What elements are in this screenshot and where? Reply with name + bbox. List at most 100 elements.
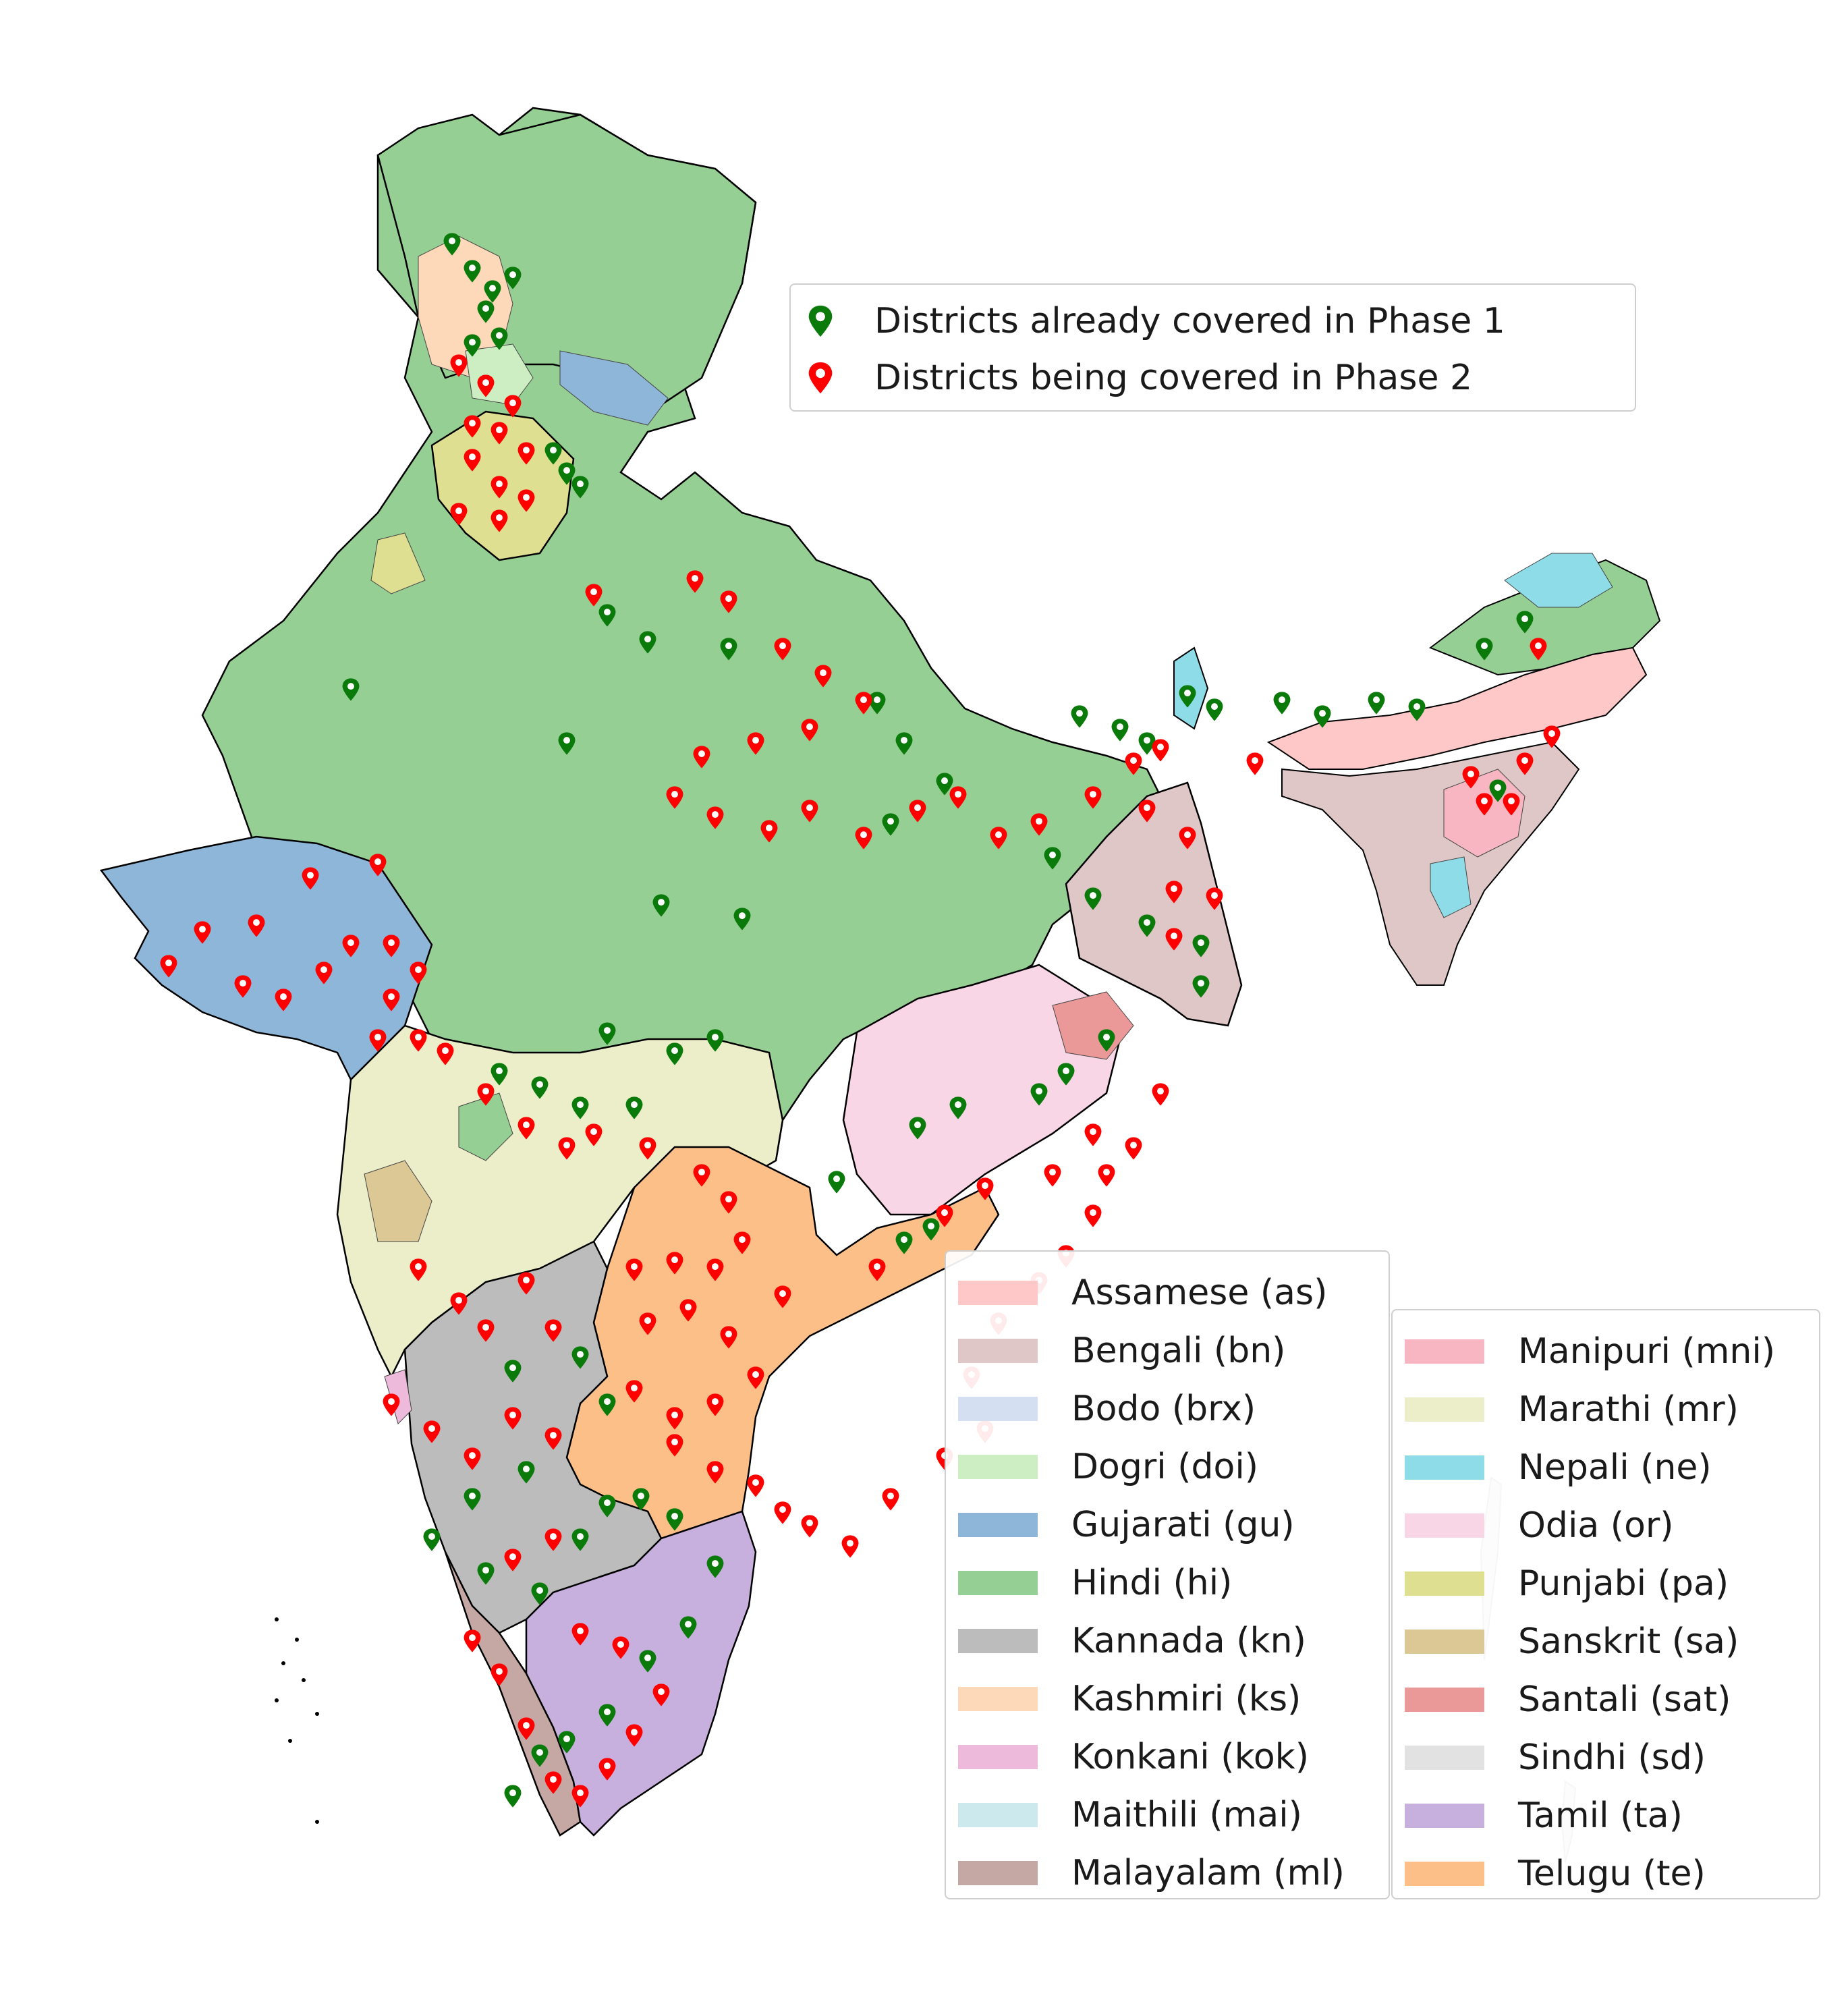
legend-swatch bbox=[1405, 1339, 1484, 1364]
legend-label-language: Santali (sat) bbox=[1518, 1679, 1731, 1720]
legend-swatch bbox=[958, 1397, 1038, 1421]
legend-label-language: Sanskrit (sa) bbox=[1518, 1621, 1739, 1662]
map-pin-icon bbox=[1071, 705, 1088, 728]
legend-label-language: Dogri (doi) bbox=[1071, 1447, 1259, 1487]
legend-entry-language: Bodo (brx) bbox=[958, 1380, 1376, 1438]
legend-entry-language: Malayalam (ml) bbox=[958, 1844, 1376, 1902]
language-legend-left: Assamese (as) Bengali (bn) Bodo (brx) Dogri… bbox=[945, 1250, 1390, 1899]
legend-entry-language: Nepali (ne) bbox=[1405, 1439, 1807, 1497]
santali-region bbox=[1052, 991, 1134, 1060]
legend-swatch bbox=[958, 1339, 1038, 1363]
legend-label-language: Hindi (hi) bbox=[1071, 1563, 1233, 1603]
map-pin-icon bbox=[1084, 1204, 1102, 1227]
legend-entry-language: Kashmiri (ks) bbox=[958, 1670, 1376, 1728]
legend-swatch bbox=[958, 1281, 1038, 1305]
map-pin-icon bbox=[464, 1630, 481, 1652]
legend-swatch bbox=[1405, 1746, 1484, 1770]
legend-entry-language: Manipuri (mni) bbox=[1405, 1323, 1807, 1381]
legend-label-language: Nepali (ne) bbox=[1518, 1447, 1712, 1488]
legend-swatch bbox=[1405, 1862, 1484, 1886]
legend-entry-language: Kannada (kn) bbox=[958, 1612, 1376, 1670]
legend-label-language: Marathi (mr) bbox=[1518, 1389, 1739, 1430]
legend-entry-language: Sanskrit (sa) bbox=[1405, 1613, 1807, 1671]
map-pin-icon bbox=[1044, 1164, 1061, 1187]
map-pin-icon bbox=[1273, 692, 1291, 715]
phase-legend: Districts already covered in Phase 1 Dis… bbox=[789, 283, 1636, 412]
legend-swatch bbox=[958, 1861, 1038, 1885]
legend-label-language: Malayalam (ml) bbox=[1071, 1853, 1345, 1893]
map-pin-icon bbox=[1368, 692, 1385, 715]
legend-entry-language: Santali (sat) bbox=[1405, 1671, 1807, 1729]
legend-label-language: Tamil (ta) bbox=[1518, 1796, 1683, 1836]
legend-entry-language: Sindhi (sd) bbox=[1405, 1729, 1807, 1787]
legend-label-language: Kashmiri (ks) bbox=[1071, 1679, 1301, 1719]
odia-region bbox=[842, 964, 1121, 1216]
nepali-region bbox=[1504, 553, 1613, 608]
legend-label-language: Assamese (as) bbox=[1071, 1273, 1328, 1313]
map-pin-icon bbox=[1111, 719, 1129, 742]
lakshadweep-islands bbox=[275, 1617, 319, 1824]
legend-entry-language: Telugu (te) bbox=[1405, 1845, 1807, 1903]
map-pin-icon bbox=[1246, 752, 1264, 775]
himachal-gujarati-colored-region bbox=[559, 350, 669, 426]
map-pin-icon bbox=[774, 1501, 791, 1524]
legend-entry-language: Hindi (hi) bbox=[958, 1554, 1376, 1612]
legend-label-language: Bengali (bn) bbox=[1071, 1331, 1286, 1371]
legend-swatch bbox=[1405, 1513, 1484, 1538]
legend-label-phase2: Districts being covered in Phase 2 bbox=[874, 358, 1473, 398]
map-pin-icon bbox=[882, 1488, 899, 1511]
legend-entry-language: Gujarati (gu) bbox=[958, 1496, 1376, 1554]
map-pin-icon bbox=[1084, 1123, 1102, 1146]
map-pin-icon bbox=[808, 305, 833, 337]
map-pin-icon bbox=[504, 1785, 522, 1808]
bengali-region bbox=[1065, 781, 1243, 1027]
legend-label-language: Gujarati (gu) bbox=[1071, 1505, 1295, 1545]
nepali-east-patch bbox=[1430, 856, 1472, 918]
legend-entry-language: Tamil (ta) bbox=[1405, 1787, 1807, 1845]
map-pin-icon bbox=[1098, 1164, 1115, 1187]
legend-entry-phase2: Districts being covered in Phase 2 bbox=[807, 350, 1619, 406]
map-pin-icon bbox=[747, 1474, 764, 1497]
legend-entry-language: Bengali (bn) bbox=[958, 1322, 1376, 1380]
legend-swatch bbox=[1405, 1455, 1484, 1480]
legend-entry-language: Konkani (kok) bbox=[958, 1728, 1376, 1786]
legend-label-language: Sindhi (sd) bbox=[1518, 1737, 1706, 1778]
legend-swatch bbox=[958, 1745, 1038, 1769]
legend-swatch bbox=[1405, 1397, 1484, 1422]
legend-swatch bbox=[958, 1687, 1038, 1711]
legend-swatch bbox=[1405, 1688, 1484, 1712]
legend-swatch bbox=[1405, 1804, 1484, 1828]
legend-entry-language: Odia (or) bbox=[1405, 1497, 1807, 1555]
legend-label-language: Telugu (te) bbox=[1518, 1854, 1706, 1894]
legend-swatch bbox=[958, 1803, 1038, 1827]
map-pin-icon bbox=[1152, 1083, 1169, 1106]
map-pin-icon bbox=[1206, 698, 1223, 721]
legend-entry-language: Dogri (doi) bbox=[958, 1438, 1376, 1496]
legend-swatch bbox=[958, 1629, 1038, 1653]
map-pin-icon bbox=[828, 1171, 845, 1194]
map-pin-icon bbox=[841, 1535, 859, 1558]
legend-label-language: Manipuri (mni) bbox=[1518, 1331, 1776, 1372]
hindi-region bbox=[201, 107, 1162, 1189]
legend-entry-language: Assamese (as) bbox=[958, 1264, 1376, 1322]
legend-entry-language: Punjabi (pa) bbox=[1405, 1555, 1807, 1613]
punjabi-west-patch bbox=[370, 532, 426, 594]
legend-label-language: Konkani (kok) bbox=[1071, 1737, 1310, 1777]
legend-entry-language: Marathi (mr) bbox=[1405, 1381, 1807, 1439]
map-pin-icon bbox=[1152, 739, 1169, 762]
legend-swatch bbox=[958, 1513, 1038, 1537]
legend-label-language: Kannada (kn) bbox=[1071, 1621, 1306, 1661]
map-pin-icon bbox=[423, 1528, 441, 1551]
legend-label-phase1: Districts already covered in Phase 1 bbox=[874, 301, 1505, 341]
legend-swatch bbox=[958, 1571, 1038, 1595]
map-pin-icon bbox=[1125, 1137, 1142, 1160]
legend-label-language: Maithili (mai) bbox=[1071, 1795, 1302, 1835]
legend-swatch bbox=[1405, 1571, 1484, 1596]
legend-label-language: Punjabi (pa) bbox=[1518, 1563, 1729, 1604]
legend-swatch bbox=[958, 1455, 1038, 1479]
legend-entry-phase1: Districts already covered in Phase 1 bbox=[807, 293, 1619, 350]
map-pin-icon bbox=[801, 1515, 818, 1538]
legend-label-language: Bodo (brx) bbox=[1071, 1389, 1256, 1429]
map-pin-icon bbox=[808, 362, 833, 394]
